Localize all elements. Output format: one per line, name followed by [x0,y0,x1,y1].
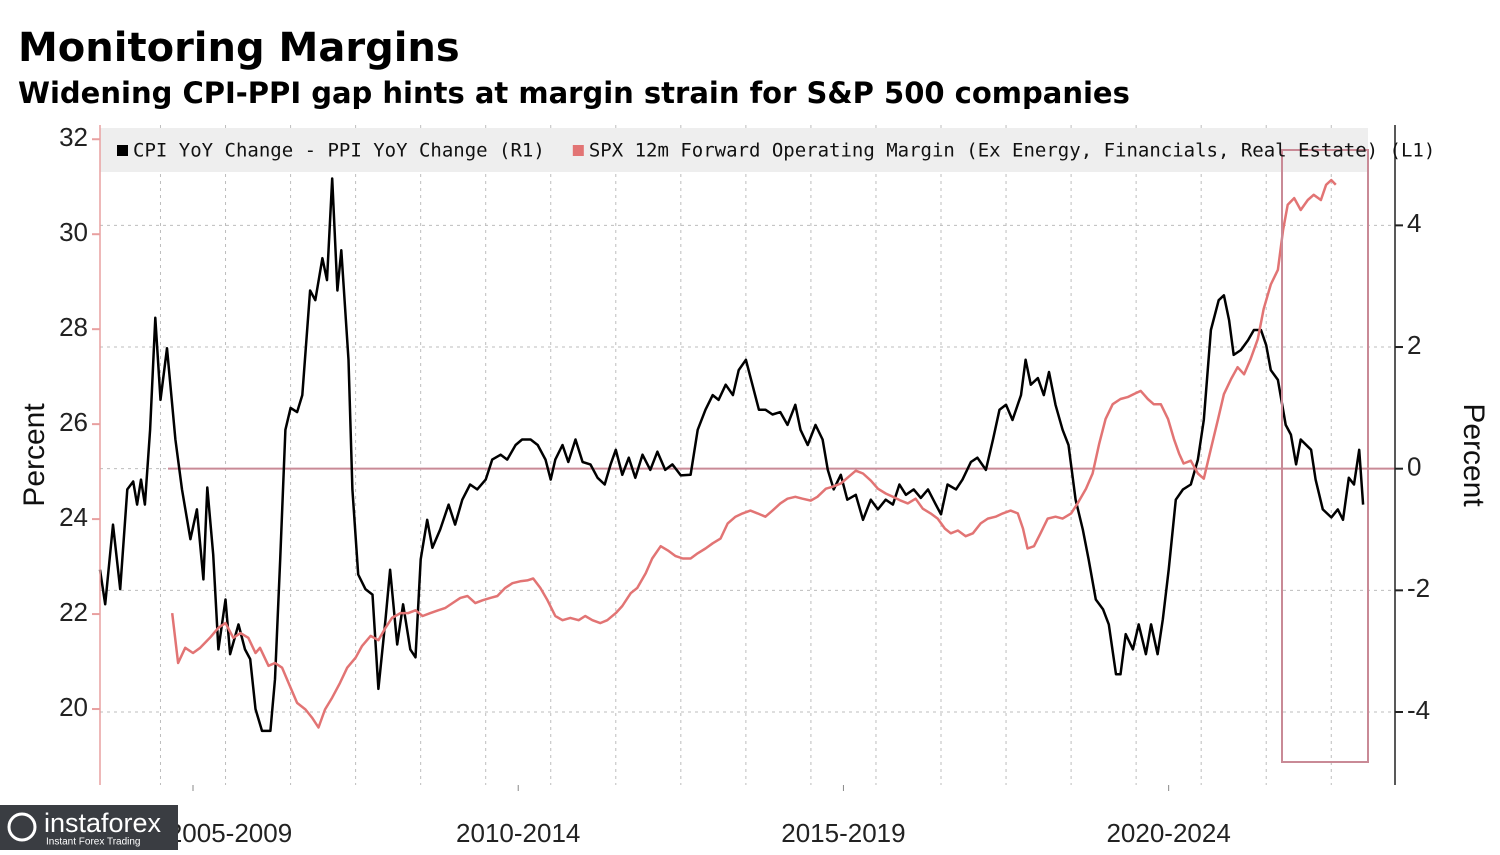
y2-tick-label: -2 [1407,573,1430,603]
legend-label: SPX 12m Forward Operating Margin (Ex Ene… [589,140,1435,162]
y2-tick-label: -4 [1407,695,1430,725]
y-tick-label: 32 [59,122,88,152]
plot [98,177,1365,733]
y-tick-label: 30 [59,217,88,247]
y-tick-label: 26 [59,407,88,437]
x-tick-label: 2020-2024 [1106,818,1230,848]
watermark-icon [7,812,37,842]
legend-swatch [117,145,128,156]
x-tick-label: 2015-2019 [781,818,905,848]
y2-axis-label: Percent [1457,403,1490,507]
watermark-brand: instaforex [44,808,162,838]
y2-tick-label: 4 [1407,208,1421,238]
watermark-background [0,805,178,850]
y-axis-label: Percent [18,403,51,507]
watermark-tagline: Instant Forex Trading [46,837,141,848]
y-tick-label: 28 [59,312,88,342]
x-tick-label: 2010-2014 [456,818,580,848]
legend: CPI YoY Change - PPI YoY Change (R1) SPX … [117,140,1435,162]
y2-tick-label: 0 [1407,452,1421,482]
series-line [170,178,1337,729]
chart-subtitle: Widening CPI-PPI gap hints at margin str… [18,76,1130,110]
chart-title: Monitoring Margins [18,25,460,71]
y-tick-label: 24 [59,502,88,532]
y-tick-label: 20 [59,692,88,722]
series-line [98,177,1365,733]
highlight-box [1281,149,1369,763]
y-tick-label: 22 [59,597,88,627]
y2-tick-label: 2 [1407,330,1421,360]
legend-swatch [572,145,584,156]
legend-background [100,128,1368,172]
x-tick-label: 2005-2009 [168,818,292,848]
watermark: instaforex Instant Forex Trading [0,805,178,850]
legend-label: CPI YoY Change - PPI YoY Change (R1) [133,140,545,162]
